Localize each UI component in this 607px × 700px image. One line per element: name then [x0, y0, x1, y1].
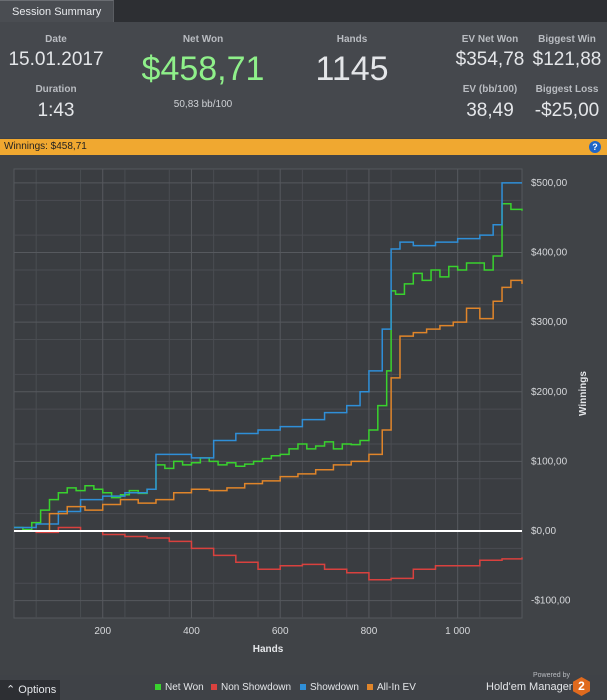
x-axis-label: Hands — [253, 644, 284, 655]
legend-item[interactable]: Net Won — [155, 682, 204, 693]
biggest-loss-value: -$25,00 — [534, 100, 600, 121]
legend-swatch — [155, 684, 161, 691]
legend-label: Showdown — [310, 682, 359, 693]
y-tick-label: $500,00 — [531, 178, 568, 189]
series-line-showdown — [14, 182, 522, 529]
winnings-title: Winnings: $458,71 — [4, 141, 87, 152]
x-tick-label: 1 000 — [445, 626, 470, 637]
legend-label: Non Showdown — [221, 682, 292, 693]
y-tick-label: $100,00 — [531, 456, 568, 467]
duration-label: Duration — [35, 84, 77, 95]
net-won-value: $458,71 — [141, 50, 265, 88]
biggest-win-value: $121,88 — [532, 49, 602, 70]
x-tick-label: 200 — [94, 626, 111, 637]
net-won-bb-per-100: 50,83 bb/100 — [173, 99, 233, 110]
x-tick-label: 800 — [361, 626, 378, 637]
chevron-up-icon: ⌃ — [6, 684, 16, 696]
session-summary-panel: Date 15.01.2017 Duration 1:43 Net Won $4… — [0, 22, 607, 138]
biggest-win-label: Biggest Win — [538, 34, 596, 45]
y-tick-label: $0,00 — [531, 526, 556, 537]
legend-swatch — [211, 684, 217, 691]
legend-item[interactable]: All-In EV — [367, 682, 416, 693]
ev-bb-value: 38,49 — [466, 100, 514, 121]
duration-value: 1:43 — [37, 100, 75, 121]
y-tick-label: $200,00 — [531, 387, 568, 398]
options-button[interactable]: ⌃ Options — [0, 680, 60, 700]
legend-item[interactable]: Showdown — [300, 682, 359, 693]
x-tick-label: 400 — [183, 626, 200, 637]
biggest-loss-label: Biggest Loss — [535, 84, 599, 95]
legend-item[interactable]: Non Showdown — [211, 682, 291, 693]
hm2-logo: 2 — [573, 677, 590, 696]
legend-swatch — [300, 684, 306, 691]
series-line-non-showdown — [14, 526, 523, 581]
x-tick-label: 600 — [272, 626, 289, 637]
series-line-net-won — [14, 203, 523, 531]
y-tick-label: -$100,00 — [531, 596, 571, 607]
hands-label: Hands — [336, 34, 368, 45]
tab-bar: Session Summary — [0, 0, 607, 22]
legend-swatch — [367, 684, 373, 691]
help-icon[interactable]: ? — [589, 141, 601, 153]
ev-net-won-label: EV Net Won — [461, 34, 519, 45]
ev-net-won-value: $354,78 — [455, 49, 525, 70]
series-line-all-in-ev — [14, 279, 523, 532]
tab-session-summary[interactable]: Session Summary — [0, 0, 115, 22]
plot-background — [13, 168, 523, 619]
powered-by-text: Powered by — [533, 672, 570, 679]
y-tick-label: $400,00 — [531, 248, 568, 259]
legend-label: All-In EV — [377, 682, 416, 693]
net-won-label: Net Won — [182, 34, 224, 45]
chart-area: 200 400 600 800 1 000 -$100,00 $0,00 $100,00 $20… — [0, 155, 607, 675]
ev-bb-label: EV (bb/100) — [462, 84, 518, 95]
product-name: Hold'em Manager — [486, 681, 573, 693]
hands-value: 1145 — [315, 50, 389, 88]
date-value: 15.01.2017 — [8, 49, 104, 70]
winnings-chart: 200 400 600 800 1 000 -$100,00 $0,00 $100,00 $20… — [13, 168, 589, 655]
winnings-bar: Winnings: $458,71 ? — [0, 139, 607, 155]
date-label: Date — [45, 34, 67, 45]
options-label: Options — [18, 684, 57, 696]
y-tick-label: $300,00 — [531, 317, 568, 328]
y-axis-label: Winnings — [578, 371, 589, 416]
legend-label: Net Won — [165, 682, 204, 693]
